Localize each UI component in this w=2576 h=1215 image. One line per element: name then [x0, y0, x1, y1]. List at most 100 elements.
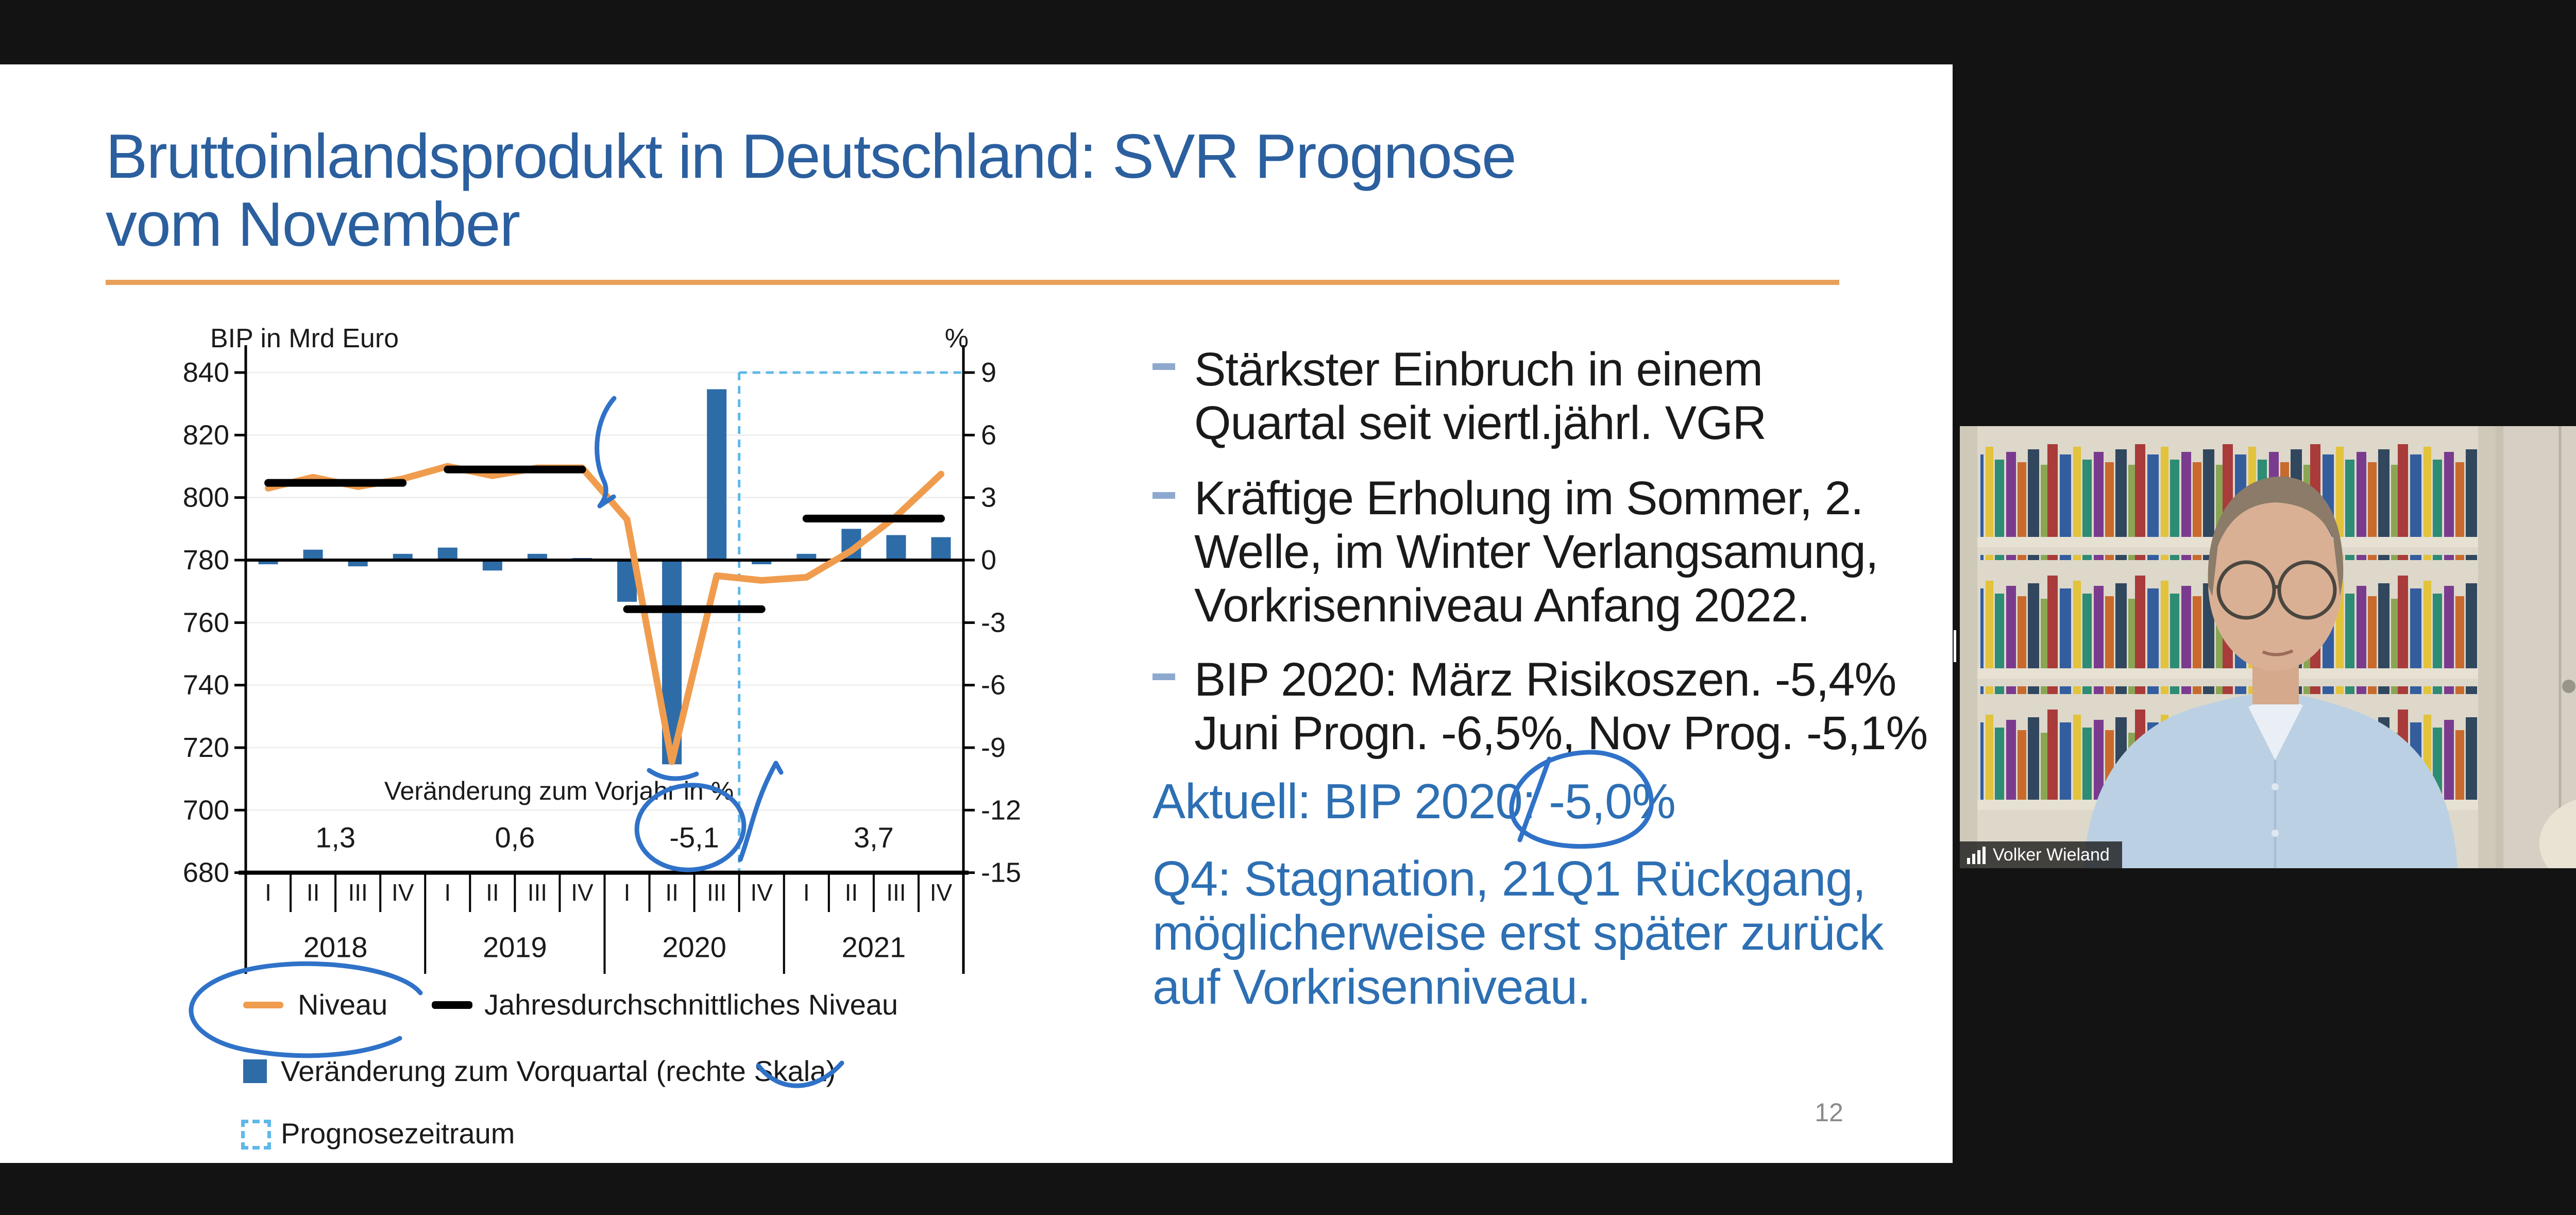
forecast-period-icon: [241, 1120, 271, 1150]
webcam-video-tile[interactable]: Volker Wieland: [1960, 426, 2576, 868]
slide-title-line1: Bruttoinlandsprodukt in Deutschland: SVR…: [106, 121, 1517, 191]
bar-quarterly-change: [527, 553, 547, 560]
bullet-1-line-1: Stärkster Einbruch in einem: [1194, 343, 1763, 396]
bar-quarterly-change: [437, 547, 457, 560]
pen-check-swoosh: [738, 761, 784, 862]
bullet-3-line-2: Juni Progn. -6,5%, Nov Prog. -5,1%: [1194, 707, 1928, 760]
annual-change-value: 1,3: [315, 821, 355, 854]
participant-name-tag: Volker Wieland: [1960, 841, 2122, 868]
chart-generated: 840 820 800 780 760 740 720 700 680 9 6 3 0 -3 -6 -9 -12…: [183, 324, 1021, 974]
closet-door: [2503, 426, 2576, 868]
note-q4-line-1: Q4: Stagnation, 21Q1 Rückgang,: [1153, 851, 1866, 906]
right-tick-label: 9: [981, 357, 996, 388]
quarter-label: I: [803, 879, 810, 906]
bullet-1-line-2: Quartal seit viertl.jährl. VGR: [1194, 397, 1767, 449]
bar-quarterly-change: [662, 560, 682, 765]
bar-quarterly-change: [796, 553, 817, 560]
quarter-label: IV: [392, 879, 414, 906]
right-axis-title: %: [945, 324, 969, 353]
quarter-label: I: [444, 879, 451, 906]
bar-quarterly-change: [886, 535, 906, 560]
page-number: 12: [1815, 1098, 1843, 1127]
bar-quarterly-change: [841, 529, 861, 560]
bar-quarterly-change: [931, 537, 951, 560]
annual-change-annotation: Veränderung zum Vorjahr in %: [384, 777, 734, 805]
bullet-3: BIP 2020: März Risikoszen. -5,4% Juni Pr…: [1153, 653, 1982, 760]
left-tick-label: 720: [183, 732, 229, 763]
pen-ellipse-minus51: [634, 783, 747, 872]
bar-quarterly-change: [707, 389, 727, 560]
right-tick-label: 6: [981, 419, 996, 450]
left-tick-label: 780: [183, 545, 229, 576]
webcam-scene: [1960, 426, 2576, 868]
quarter-label: II: [845, 879, 858, 906]
title-accent-rule: [106, 280, 1839, 285]
slide-title-line2: vom November: [106, 189, 520, 259]
bullet-2-line-3: Vorkrisenniveau Anfang 2022.: [1194, 579, 1810, 632]
quarter-label: II: [486, 879, 499, 906]
year-label: 2018: [303, 931, 368, 964]
left-tick-label: 800: [183, 482, 229, 513]
participant-name: Volker Wieland: [1993, 845, 2110, 865]
quarter-label: II: [307, 879, 320, 906]
right-tick-label: -15: [981, 857, 1021, 888]
left-axis-title: BIP in Mrd Euro: [210, 324, 399, 353]
annual-average-line-swatch: [432, 1001, 472, 1009]
bullet-2-line-2: Welle, im Winter Verlangsamung,: [1194, 526, 1878, 578]
quarter-label: IV: [930, 879, 953, 906]
bullet-2: Kräftige Erholung im Sommer, 2. Welle, i…: [1153, 471, 1982, 632]
year-label: 2021: [842, 931, 906, 964]
quarter-label: III: [528, 879, 547, 906]
year-label: 2019: [483, 931, 547, 964]
left-tick-label: 740: [183, 670, 229, 701]
left-tick-label: 820: [183, 419, 229, 450]
legend-niveau-label: Niveau: [298, 988, 388, 1021]
bullet-2-line-1: Kräftige Erholung im Sommer, 2.: [1194, 472, 1863, 525]
right-tick-label: 3: [981, 482, 996, 513]
bar-quarterly-change: [482, 560, 502, 571]
panel-resize-handle[interactable]: [1948, 630, 1957, 662]
chair-blob: [2539, 799, 2576, 868]
niveau-line: [265, 463, 944, 765]
quarter-label: III: [886, 879, 906, 906]
note-q4-line-3: auf Vorkrisenniveau.: [1153, 959, 1591, 1015]
bar-quarterly-change: [258, 560, 278, 565]
bar-quarterly-change: [303, 549, 323, 560]
pen-down-arrow: [595, 396, 617, 509]
legend-quarterly-change-label: Veränderung zum Vorquartal (rechte Skala…: [281, 1055, 836, 1087]
legend-annual-average-label: Jahresdurchschnittliches Niveau: [484, 988, 899, 1021]
bar-quarterly-change: [752, 560, 772, 565]
quarter-label: II: [665, 879, 679, 906]
annual-change-value: -5,1: [669, 821, 719, 854]
bullet-1: Stärkster Einbruch in einem Quartal seit…: [1153, 343, 1982, 450]
left-tick-label: 840: [183, 357, 229, 388]
legend-forecast-label: Prognosezeitraum: [281, 1117, 515, 1150]
bar-quarterly-change: [393, 553, 413, 560]
note-q4-line-2: möglicherweise erst später zurück: [1153, 905, 1884, 960]
quarter-label: I: [265, 879, 272, 906]
year-label: 2020: [662, 931, 726, 964]
note-aktuell-line: Aktuell: BIP 2020: -5,0%: [1153, 774, 1676, 829]
right-tick-label: -12: [981, 795, 1021, 825]
bullet-3-line-1: BIP 2020: März Risikoszen. -5,4%: [1194, 653, 1896, 706]
quarter-label: III: [707, 879, 726, 906]
note-aktuell: Aktuell: BIP 2020: -5,0%: [1153, 774, 1941, 829]
bar-quarterly-change: [617, 560, 637, 602]
pen-smile-trough: [647, 768, 699, 781]
left-tick-label: 700: [183, 795, 229, 825]
quarter-label: IV: [571, 879, 594, 906]
bar-quarterly-change: [348, 560, 368, 567]
right-tick-label: -9: [981, 732, 1006, 763]
left-tick-label: 760: [183, 607, 229, 638]
right-tick-label: -3: [981, 607, 1006, 638]
niveau-line-swatch: [243, 1002, 283, 1008]
annual-change-value: 0,6: [495, 821, 535, 854]
right-tick-label: -6: [981, 670, 1006, 701]
signal-bars-icon: [1967, 846, 1986, 864]
note-q4: Q4: Stagnation, 21Q1 Rückgang, möglicher…: [1153, 852, 1941, 1014]
left-tick-label: 680: [183, 857, 229, 888]
quarter-label: IV: [750, 879, 773, 906]
annual-change-value: 3,7: [854, 821, 894, 854]
quarter-label: III: [348, 879, 367, 906]
